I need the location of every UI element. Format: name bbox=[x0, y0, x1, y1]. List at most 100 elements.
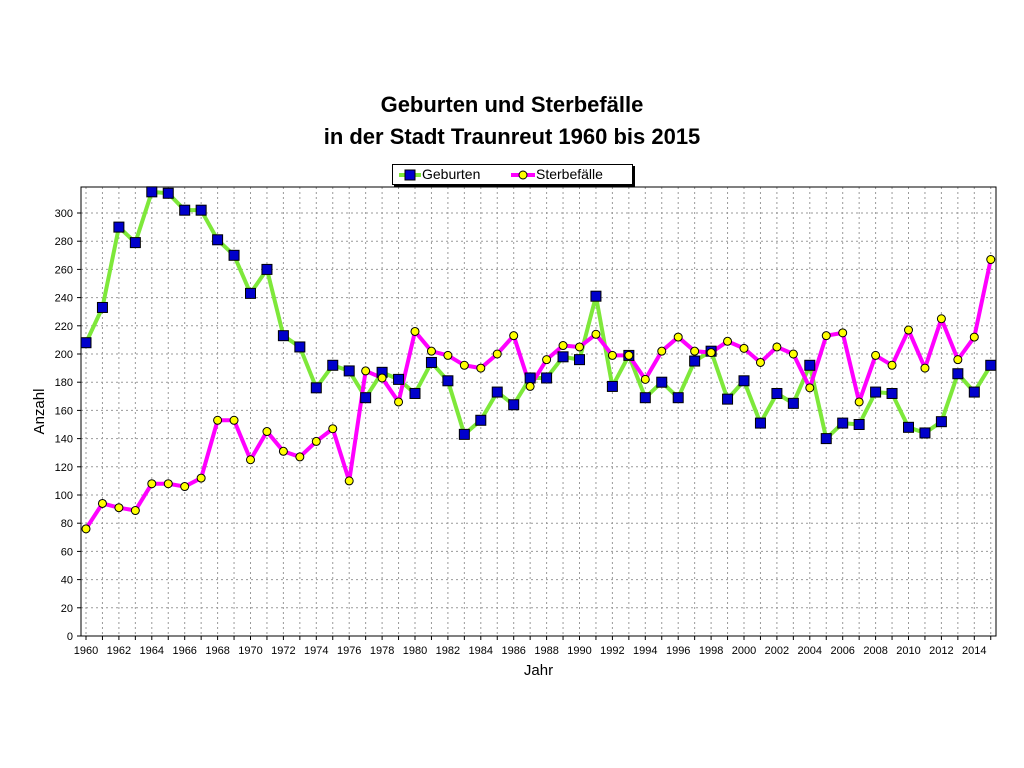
x-tick-label: 2010 bbox=[896, 645, 920, 657]
chart-title-line-2: in der Stadt Traunreut 1960 bis 2015 bbox=[323, 124, 701, 149]
data-point-geburten bbox=[985, 359, 997, 371]
x-axis-label: Jahr bbox=[524, 662, 553, 679]
x-tick-label: 1998 bbox=[699, 645, 723, 657]
data-point-sterbefaelle bbox=[788, 349, 798, 359]
x-tick-label: 1966 bbox=[172, 645, 196, 657]
data-point-sterbefaelle bbox=[640, 374, 650, 384]
data-point-geburten bbox=[228, 249, 240, 261]
data-point-geburten bbox=[952, 368, 964, 380]
data-point-geburten bbox=[672, 392, 684, 404]
data-point-sterbefaelle bbox=[904, 325, 913, 335]
x-tick-label: 2004 bbox=[798, 645, 822, 657]
x-tick-label: 1976 bbox=[337, 645, 361, 657]
data-point-geburten bbox=[771, 387, 783, 399]
data-point-sterbefaelle bbox=[739, 343, 749, 353]
legend-swatch-sterbefaelle bbox=[511, 170, 535, 180]
data-point-geburten bbox=[968, 386, 980, 398]
data-point-sterbefaelle bbox=[838, 328, 848, 338]
data-point-sterbefaelle bbox=[969, 332, 979, 342]
data-point-sterbefaelle bbox=[443, 350, 453, 360]
data-point-geburten bbox=[787, 397, 799, 409]
y-tick-label: 40 bbox=[61, 575, 73, 587]
data-point-geburten bbox=[442, 375, 454, 387]
y-tick-label: 100 bbox=[55, 490, 73, 502]
data-point-geburten bbox=[639, 392, 651, 404]
data-point-sterbefaelle bbox=[163, 479, 173, 489]
data-point-geburten bbox=[475, 414, 487, 426]
y-tick-label: 60 bbox=[61, 546, 73, 558]
data-point-sterbefaelle bbox=[755, 357, 765, 367]
legend-label-sterbefaelle: Sterbefälle bbox=[536, 166, 603, 182]
data-point-geburten bbox=[935, 416, 947, 428]
data-point-sterbefaelle bbox=[229, 415, 239, 425]
y-tick-label: 300 bbox=[55, 208, 73, 220]
x-tick-label: 1982 bbox=[436, 645, 460, 657]
y-tick-label: 20 bbox=[61, 603, 73, 615]
data-point-geburten bbox=[245, 287, 256, 299]
data-point-sterbefaelle bbox=[476, 363, 486, 373]
data-point-sterbefaelle bbox=[114, 503, 124, 513]
data-point-geburten bbox=[738, 375, 750, 387]
legend-marker-geburten bbox=[404, 169, 416, 181]
data-point-geburten bbox=[491, 386, 503, 398]
data-point-sterbefaelle bbox=[821, 331, 831, 341]
data-point-geburten bbox=[656, 376, 668, 388]
x-tick-label: 1988 bbox=[534, 645, 558, 657]
data-point-sterbefaelle bbox=[262, 427, 272, 437]
data-point-sterbefaelle bbox=[278, 446, 288, 456]
data-point-sterbefaelle bbox=[887, 360, 897, 370]
data-point-geburten bbox=[705, 345, 717, 357]
x-tick-label: 2000 bbox=[732, 645, 756, 657]
data-point-sterbefaelle bbox=[246, 455, 255, 465]
y-tick-label: 80 bbox=[61, 518, 73, 530]
x-tick-label: 1974 bbox=[304, 645, 328, 657]
y-tick-label: 0 bbox=[67, 631, 73, 643]
data-point-geburten bbox=[837, 417, 849, 429]
x-tick-label: 1978 bbox=[370, 645, 394, 657]
legend-marker-sterbefaelle bbox=[518, 170, 528, 180]
data-point-geburten bbox=[179, 204, 191, 216]
data-point-geburten bbox=[524, 372, 536, 384]
y-axis-label: Anzahl bbox=[31, 389, 48, 435]
y-tick-label: 240 bbox=[55, 293, 73, 305]
data-point-sterbefaelle bbox=[311, 436, 321, 446]
data-point-sterbefaelle bbox=[690, 346, 700, 356]
data-point-geburten bbox=[146, 186, 158, 198]
x-tick-label: 1992 bbox=[600, 645, 624, 657]
data-point-geburten bbox=[606, 380, 618, 392]
data-point-geburten bbox=[393, 373, 405, 385]
data-point-sterbefaelle bbox=[377, 373, 387, 383]
x-tick-label: 1990 bbox=[567, 645, 591, 657]
data-point-sterbefaelle bbox=[394, 397, 404, 407]
y-tick-label: 180 bbox=[55, 377, 73, 389]
data-point-geburten bbox=[195, 204, 207, 216]
data-point-sterbefaelle bbox=[542, 355, 552, 365]
data-point-sterbefaelle bbox=[986, 255, 996, 265]
data-point-sterbefaelle bbox=[772, 342, 782, 352]
x-tick-label: 2014 bbox=[962, 645, 986, 657]
data-point-sterbefaelle bbox=[525, 381, 535, 391]
x-tick-label: 1964 bbox=[140, 645, 164, 657]
x-tick-label: 1980 bbox=[403, 645, 427, 657]
data-point-geburten bbox=[853, 419, 865, 430]
data-point-geburten bbox=[820, 433, 832, 445]
data-point-geburten bbox=[113, 221, 125, 233]
x-tick-label: 2002 bbox=[765, 645, 789, 657]
data-point-geburten bbox=[557, 351, 569, 363]
x-tick-label: 1994 bbox=[633, 645, 657, 657]
data-point-geburten bbox=[754, 417, 766, 429]
x-tick-label: 1962 bbox=[107, 645, 131, 657]
chart-title-line-1: Geburten und Sterbefälle bbox=[380, 92, 644, 117]
series-line-geburten bbox=[84, 189, 993, 441]
data-point-geburten bbox=[360, 392, 372, 404]
data-point-sterbefaelle bbox=[936, 314, 946, 324]
x-tick-label: 2008 bbox=[863, 645, 887, 657]
x-tick-label: 1968 bbox=[205, 645, 229, 657]
y-tick-label: 280 bbox=[55, 236, 73, 248]
data-point-sterbefaelle bbox=[805, 383, 815, 393]
x-tick-label: 1984 bbox=[469, 645, 493, 657]
data-point-sterbefaelle bbox=[97, 498, 107, 508]
data-point-sterbefaelle bbox=[591, 329, 601, 339]
data-point-sterbefaelle bbox=[295, 452, 305, 462]
y-tick-label: 120 bbox=[55, 462, 73, 474]
